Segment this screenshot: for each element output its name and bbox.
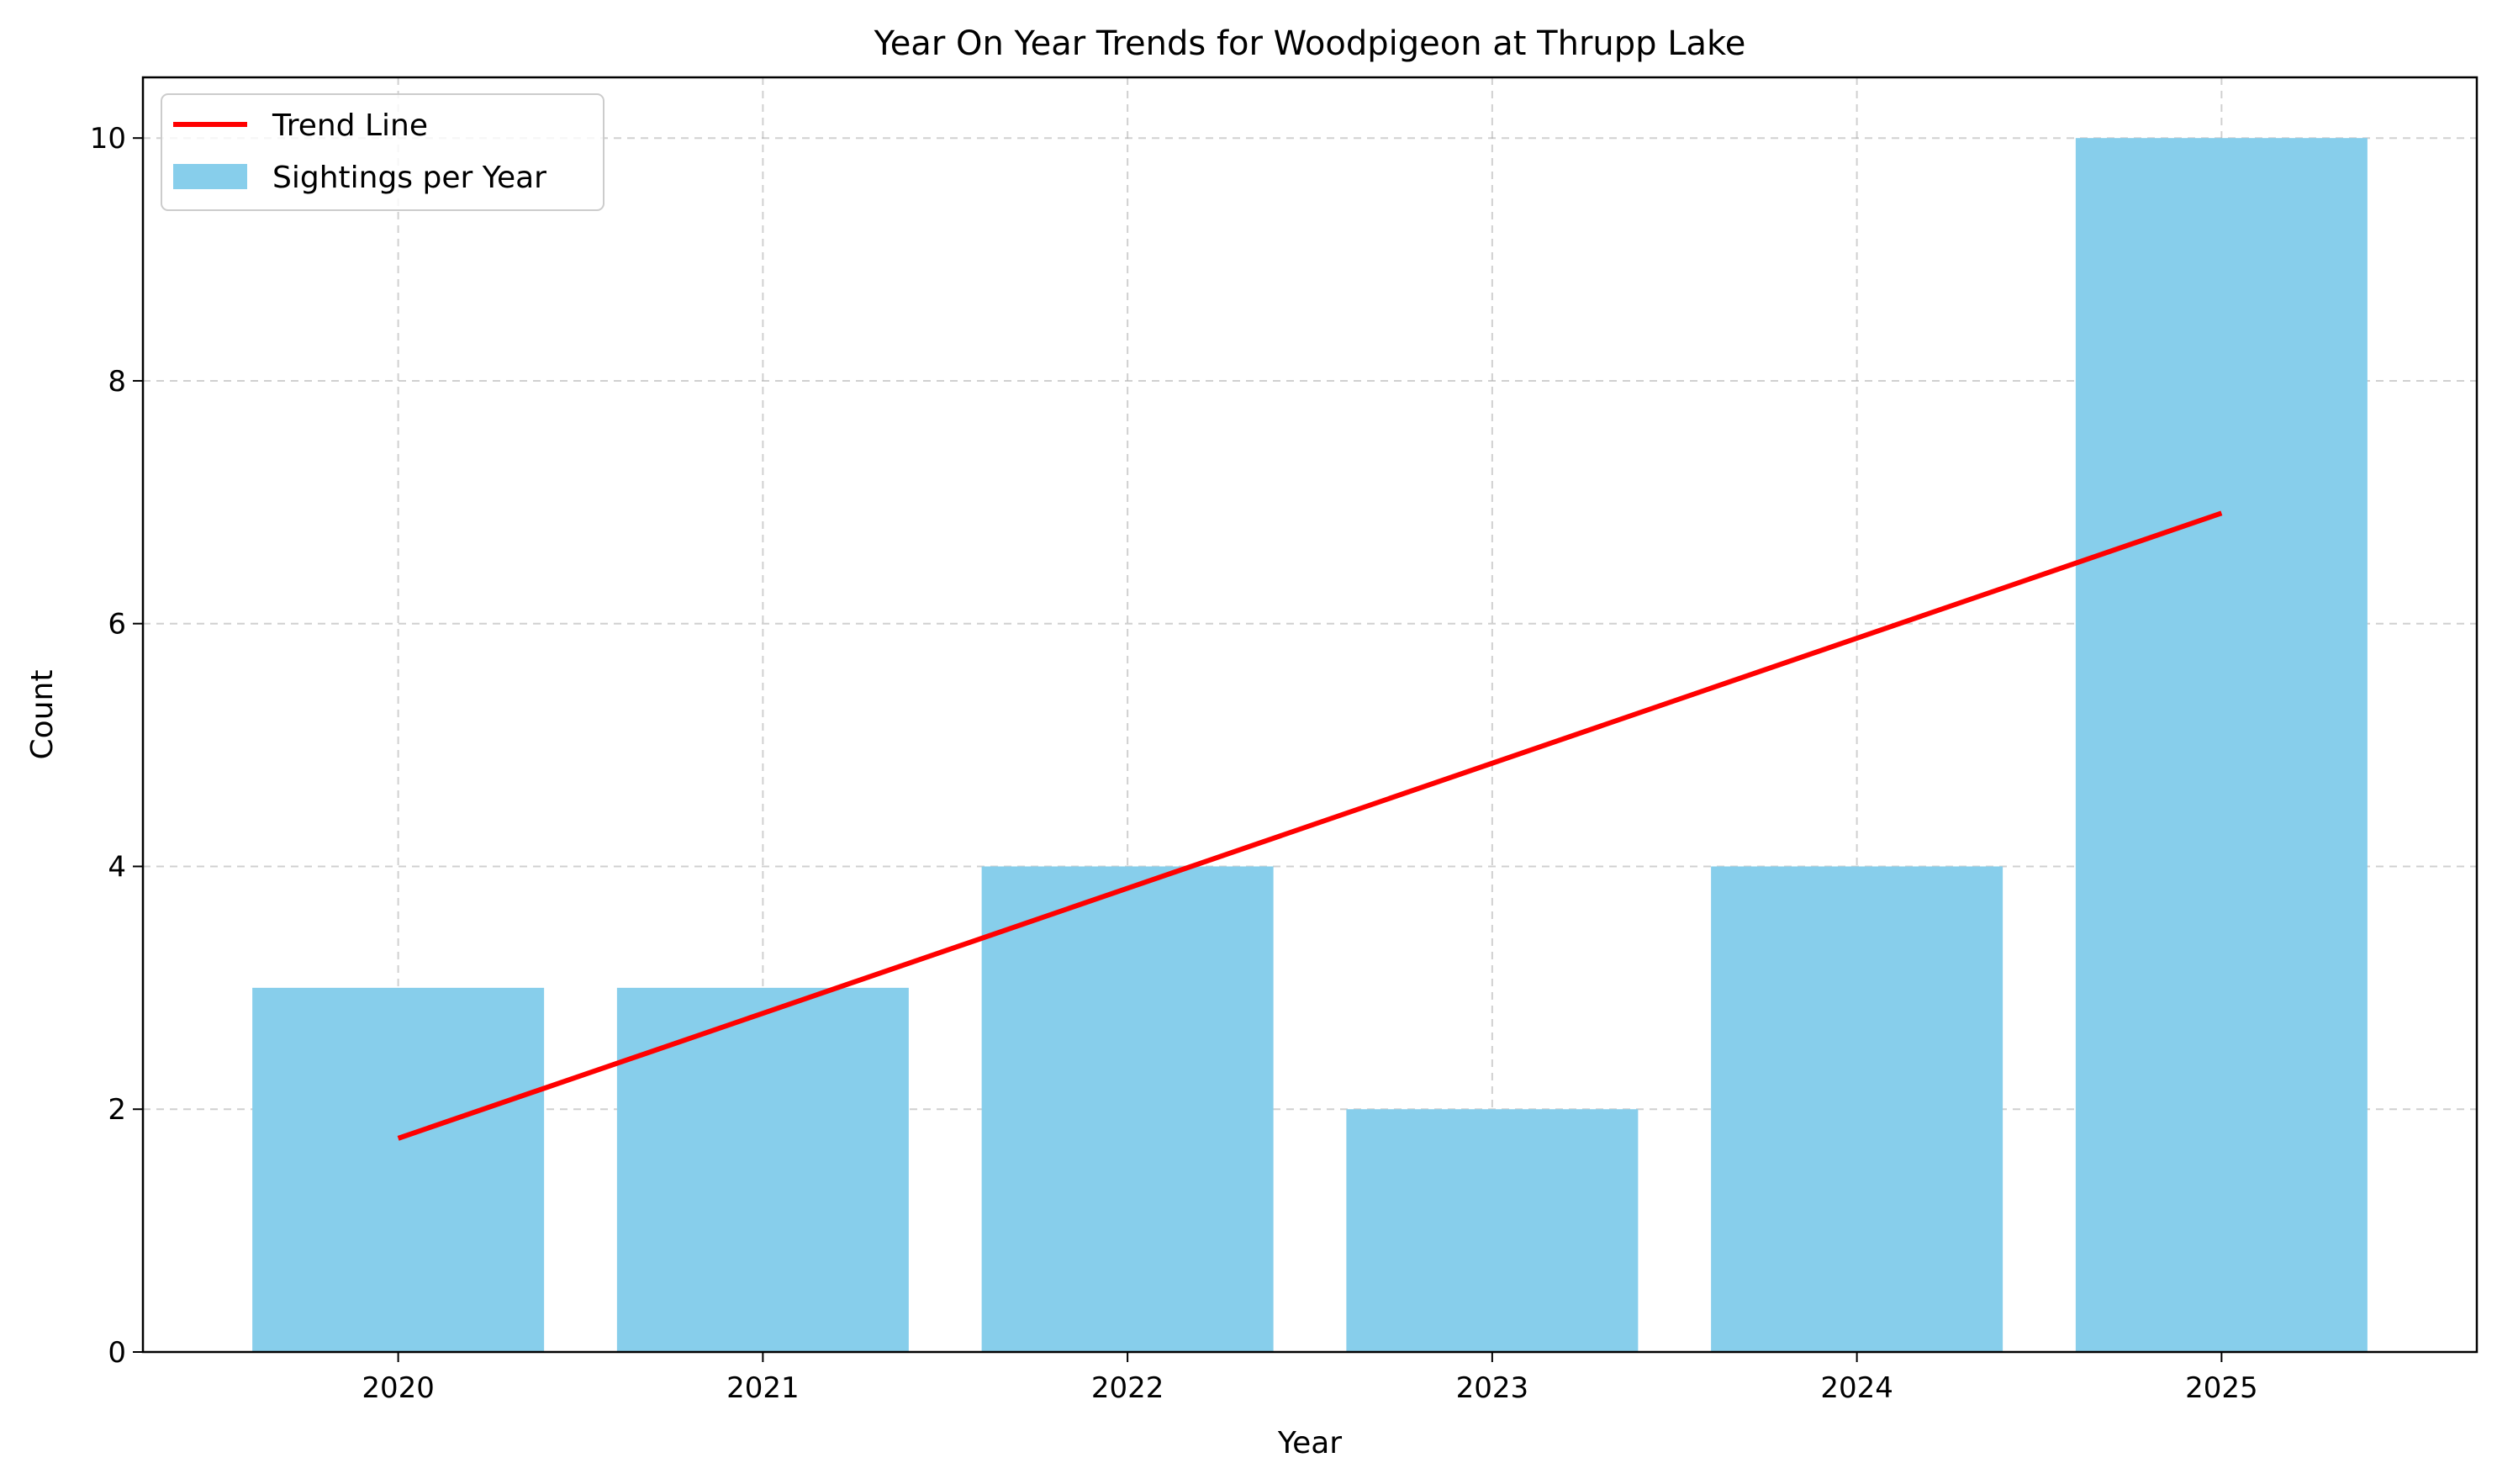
legend-bar-label: Sightings per Year [272, 161, 546, 195]
chart-title: Year On Year Trends for Woodpigeon at Th… [874, 24, 1746, 63]
trend-line [397, 510, 2223, 1141]
x-tick-label: 2021 [726, 1371, 800, 1405]
bar [252, 987, 545, 1352]
y-tick-label: 8 [108, 365, 126, 399]
bar [1346, 1109, 1639, 1352]
bar [616, 987, 909, 1352]
legend: Trend Line Sightings per Year [161, 93, 604, 211]
y-tick-label: 10 [90, 122, 126, 156]
bar [2075, 138, 2368, 1353]
bar [981, 866, 1274, 1352]
x-tick-label: 2022 [1091, 1371, 1164, 1405]
x-tick-label: 2025 [2185, 1371, 2258, 1405]
y-axis-label: Count [25, 670, 60, 760]
x-tick-label: 2020 [362, 1371, 435, 1405]
y-tick-label: 4 [108, 850, 126, 884]
y-axis-ticks: 0 2 4 6 8 10 [90, 122, 143, 1370]
legend-box [161, 93, 604, 211]
y-tick-label: 6 [108, 608, 126, 642]
y-tick-label: 2 [108, 1093, 126, 1127]
x-axis-label: Year [1277, 1426, 1342, 1460]
x-axis-ticks: 2020 2021 2022 2023 2024 2025 [362, 1352, 2258, 1405]
legend-trend-label: Trend Line [272, 108, 428, 143]
x-tick-label: 2023 [1456, 1371, 1529, 1405]
bars [252, 138, 2368, 1353]
x-tick-label: 2024 [1820, 1371, 1893, 1405]
bar [1711, 866, 2003, 1352]
trend-line-group [397, 510, 2223, 1141]
legend-bar-swatch [173, 164, 247, 189]
y-tick-label: 0 [108, 1336, 126, 1370]
plot-frame [141, 76, 2479, 1354]
